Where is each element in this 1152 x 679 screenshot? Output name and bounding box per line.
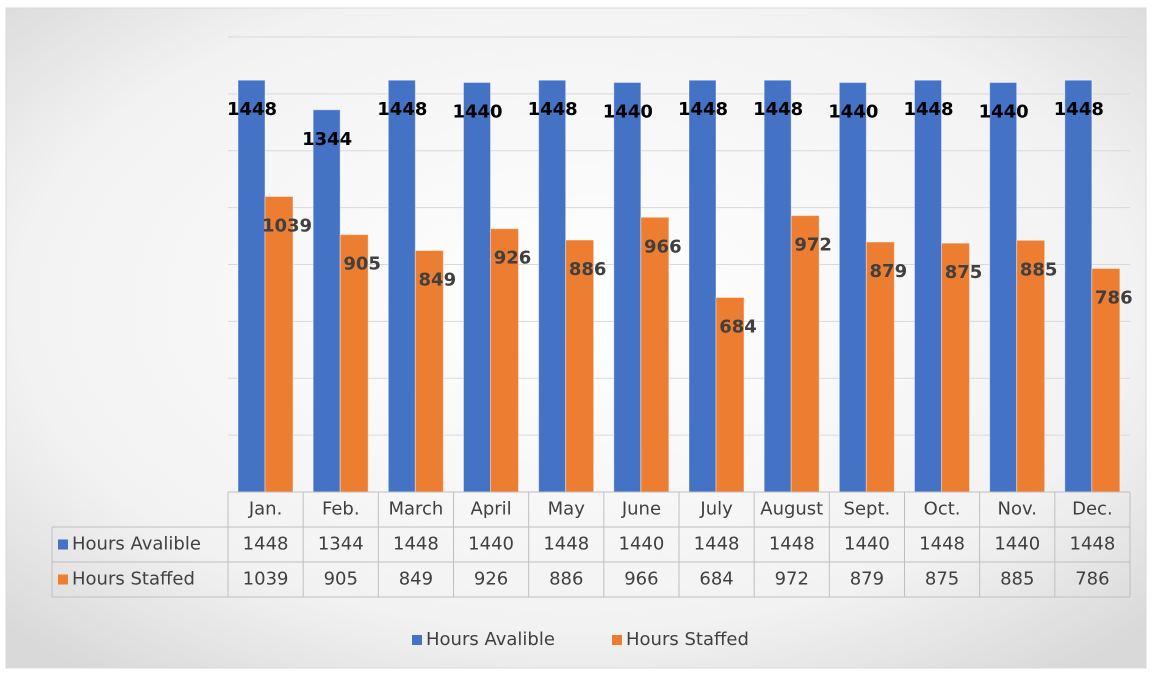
table-cell: 1448 bbox=[393, 534, 439, 555]
bar bbox=[264, 196, 294, 493]
data-label: 885 bbox=[1020, 259, 1058, 280]
table-row-label: Hours Staffed bbox=[72, 569, 195, 590]
table-cell: 926 bbox=[474, 569, 508, 590]
data-label: 1039 bbox=[262, 216, 312, 237]
table-cell: 886 bbox=[549, 569, 583, 590]
data-label: 905 bbox=[343, 254, 381, 275]
data-label: 926 bbox=[494, 248, 532, 269]
table-cell: 849 bbox=[399, 569, 433, 590]
x-tick-label: May bbox=[548, 499, 586, 520]
data-label: 972 bbox=[794, 235, 832, 256]
data-label: 1440 bbox=[828, 102, 878, 123]
table-cell: 1440 bbox=[994, 534, 1040, 555]
bar bbox=[790, 215, 820, 493]
bar bbox=[763, 79, 792, 493]
bar bbox=[387, 79, 416, 493]
table-cell: 786 bbox=[1075, 569, 1109, 590]
legend-key bbox=[58, 574, 68, 585]
x-tick-label: Jan. bbox=[248, 499, 282, 520]
data-label: 786 bbox=[1095, 287, 1133, 308]
table-cell: 879 bbox=[850, 569, 884, 590]
table-cell: 972 bbox=[775, 569, 809, 590]
table-cell: 1448 bbox=[1070, 534, 1116, 555]
data-label: 1448 bbox=[903, 99, 953, 120]
x-tick-label: Oct. bbox=[924, 499, 961, 520]
bar bbox=[865, 241, 895, 493]
data-label: 849 bbox=[419, 270, 457, 291]
x-tick-label: March bbox=[388, 499, 443, 520]
bar bbox=[989, 82, 1018, 493]
table-cell: 1448 bbox=[543, 534, 589, 555]
data-label: 684 bbox=[719, 316, 757, 337]
data-label: 1448 bbox=[678, 99, 728, 120]
table-cell: 1440 bbox=[619, 534, 665, 555]
table-cell: 684 bbox=[699, 569, 733, 590]
table-row-label: Hours Avalible bbox=[72, 534, 201, 555]
data-label: 1448 bbox=[227, 99, 277, 120]
legend-label: Hours Avalible bbox=[426, 629, 555, 650]
legend-key bbox=[58, 539, 68, 550]
bar bbox=[838, 82, 867, 493]
x-tick-label: Sept. bbox=[844, 499, 891, 520]
table-cell: 905 bbox=[324, 569, 358, 590]
data-label: 1344 bbox=[302, 129, 352, 150]
x-tick-label: June bbox=[621, 499, 661, 520]
table-cell: 1344 bbox=[318, 534, 364, 555]
bar bbox=[312, 109, 341, 493]
table-cell: 1448 bbox=[919, 534, 965, 555]
x-tick-label: July bbox=[699, 499, 733, 520]
legend-key bbox=[412, 635, 422, 645]
table-cell: 1448 bbox=[769, 534, 815, 555]
table-cell: 1440 bbox=[844, 534, 890, 555]
table-cell: 1039 bbox=[243, 569, 289, 590]
data-label: 1440 bbox=[452, 102, 502, 123]
table-cell: 1448 bbox=[694, 534, 740, 555]
data-label: 1448 bbox=[377, 99, 427, 120]
bar bbox=[538, 79, 567, 493]
bar bbox=[237, 79, 266, 493]
data-label: 1448 bbox=[528, 99, 578, 120]
bar bbox=[640, 216, 670, 493]
x-tick-label: Nov. bbox=[998, 499, 1037, 520]
data-label: 1448 bbox=[753, 99, 803, 120]
x-tick-label: Feb. bbox=[322, 499, 360, 520]
table-cell: 1440 bbox=[468, 534, 514, 555]
bar bbox=[613, 82, 642, 493]
table-cell: 966 bbox=[624, 569, 658, 590]
table-cell: 1448 bbox=[243, 534, 289, 555]
data-label: 1448 bbox=[1054, 99, 1104, 120]
data-label: 966 bbox=[644, 236, 682, 257]
table-cell: 875 bbox=[925, 569, 959, 590]
data-label: 879 bbox=[870, 261, 908, 282]
bar bbox=[688, 79, 717, 493]
data-label: 875 bbox=[945, 262, 983, 283]
legend-key bbox=[612, 635, 622, 645]
data-label: 1440 bbox=[603, 102, 653, 123]
legend-label: Hours Staffed bbox=[626, 629, 749, 650]
bar bbox=[1064, 79, 1093, 493]
bar bbox=[941, 242, 970, 493]
x-tick-label: August bbox=[760, 499, 823, 520]
x-tick-label: Dec. bbox=[1072, 499, 1113, 520]
x-tick-label: April bbox=[471, 499, 512, 520]
bar bbox=[914, 79, 942, 493]
data-label: 886 bbox=[569, 259, 607, 280]
bar bbox=[1016, 239, 1046, 493]
data-label: 1440 bbox=[979, 102, 1029, 123]
bar bbox=[463, 82, 491, 493]
table-cell: 885 bbox=[1000, 569, 1034, 590]
bar bbox=[715, 296, 745, 493]
